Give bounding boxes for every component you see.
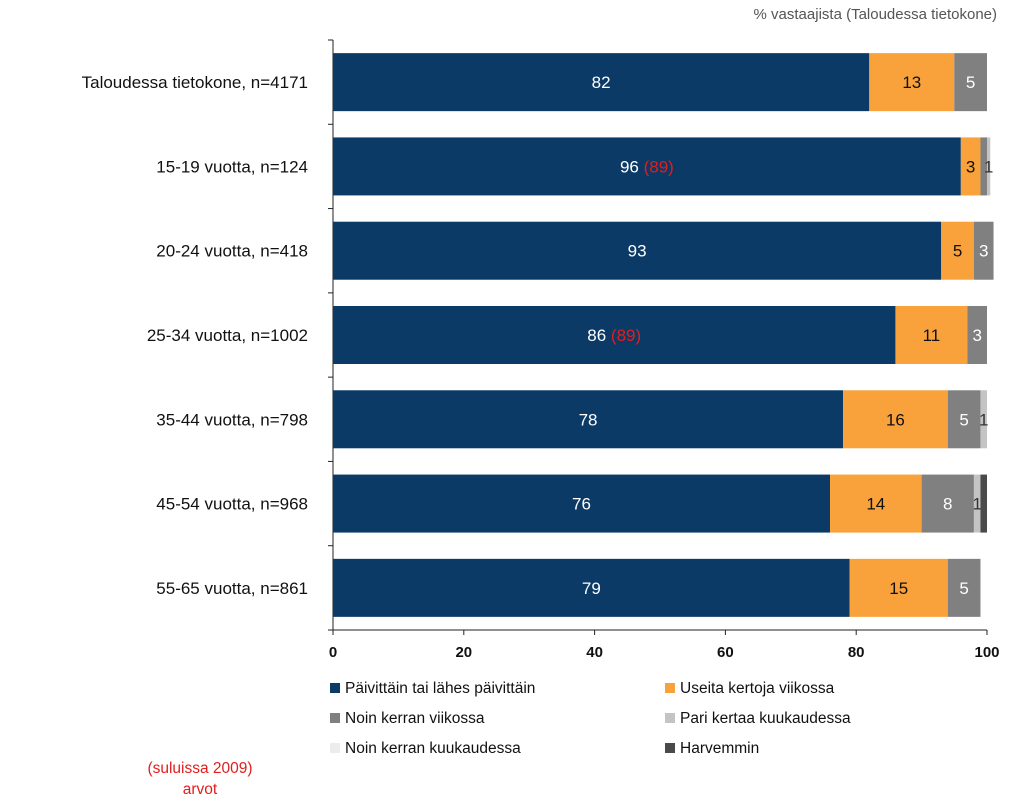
bar-segment [333,558,850,617]
legend-swatch [665,713,675,723]
chart-caption: % vastaajista (Taloudessa tietokone) [753,6,997,23]
stacked-bar-chart: Taloudessa tietokone, n=4171 15-19 vuotta… [82,39,1000,661]
bar-segment [980,474,987,533]
bar-segment [333,137,961,196]
bar-segment [333,474,831,533]
bar-segment [921,474,974,533]
legend-label: Pari kertaa kuukaudessa [680,710,851,727]
x-tick-label: 40 [586,644,603,661]
data-label: 5 [959,410,968,429]
category-label: 55-65 vuotta, n=861 [156,579,308,598]
bar-segment [830,474,922,533]
data-label: 1 [972,495,981,514]
x-tick-label: 0 [329,644,337,661]
legend-swatch [330,683,340,693]
bar-segment [954,53,987,112]
x-tick-label: 80 [848,644,865,661]
category-label: Taloudessa tietokone, n=4171 [82,73,308,92]
category-label: 15-19 vuotta, n=124 [156,157,308,176]
legend-label: Päivittäin tai lähes päivittäin [345,680,536,697]
bar-segment [849,558,948,617]
bar-segment [333,390,844,449]
bar-segment [843,390,948,449]
data-label: 1 [979,410,988,429]
data-label: 93 [628,242,647,261]
x-tick-label: 100 [974,644,999,661]
bar-segment [941,221,974,280]
legend-item: Noin kerran kuukaudessa [330,740,521,758]
data-label: 5 [959,579,968,598]
legend-swatch [665,683,675,693]
x-tick-label: 60 [717,644,734,661]
category-label: 20-24 vuotta, n=418 [156,242,308,261]
legend-swatch [330,743,340,753]
bar-segment [869,53,955,112]
data-label: 76 [572,495,591,514]
data-label: 3 [966,157,975,176]
note-2009-values: (suluissa 2009) arvot [100,758,300,800]
legend-item: Harvemmin [665,740,759,758]
bar-segment [973,221,994,280]
legend-item: Noin kerran viikossa [330,710,485,728]
bar-segment [987,137,991,196]
legend-swatch [330,713,340,723]
legend-label: Useita kertoja viikossa [680,680,835,697]
legend-label: Noin kerran kuukaudessa [345,740,521,757]
bar-segment [973,474,981,533]
data-label: 3 [979,242,988,261]
category-label: 25-34 vuotta, n=1002 [147,326,308,345]
bar-segment [333,53,870,112]
data-label: 13 [902,73,921,92]
legend-item: Useita kertoja viikossa [665,680,834,698]
bar-segment [980,390,987,449]
data-label: 11 [923,326,941,345]
data-label: 14 [866,495,885,514]
data-label: 15 [889,579,908,598]
data-label-value: 96 [620,157,644,176]
note-line-2: arvot [182,781,218,798]
legend-swatch [665,743,675,753]
data-label: 16 [886,410,905,429]
data-label: 3 [972,326,981,345]
category-label: 45-54 vuotta, n=968 [156,495,308,514]
data-label: 96 (89) [620,157,674,176]
data-label: 5 [953,242,962,261]
legend-label: Harvemmin [680,740,760,757]
legend-item: Päivittäin tai lähes päivittäin [330,680,535,698]
legend-item: Pari kertaa kuukaudessa [665,710,851,728]
data-label: 8 [943,495,952,514]
bar-segment [967,306,987,364]
data-label-value: 86 [587,326,611,345]
data-label: 82 [592,73,611,92]
bar-segment [895,306,968,364]
category-label: 35-44 vuotta, n=798 [156,410,308,429]
bar-segment [333,306,896,364]
data-label: 5 [966,73,975,92]
data-label: 78 [579,410,598,429]
note-line-1: (suluissa 2009) [147,760,253,777]
data-label: 1 [984,157,993,176]
data-label-2009-value: (89) [644,157,674,176]
data-label: 79 [582,579,601,598]
data-label: 86 (89) [587,326,641,345]
bar-segment [980,137,987,196]
bar-segment [947,558,981,617]
x-tick-label: 20 [455,644,472,661]
bar-segment [333,221,942,280]
legend-label: Noin kerran viikossa [345,710,485,727]
bar-segment [947,390,981,449]
data-label-2009-value: (89) [611,326,641,345]
bar-segment [960,137,981,196]
